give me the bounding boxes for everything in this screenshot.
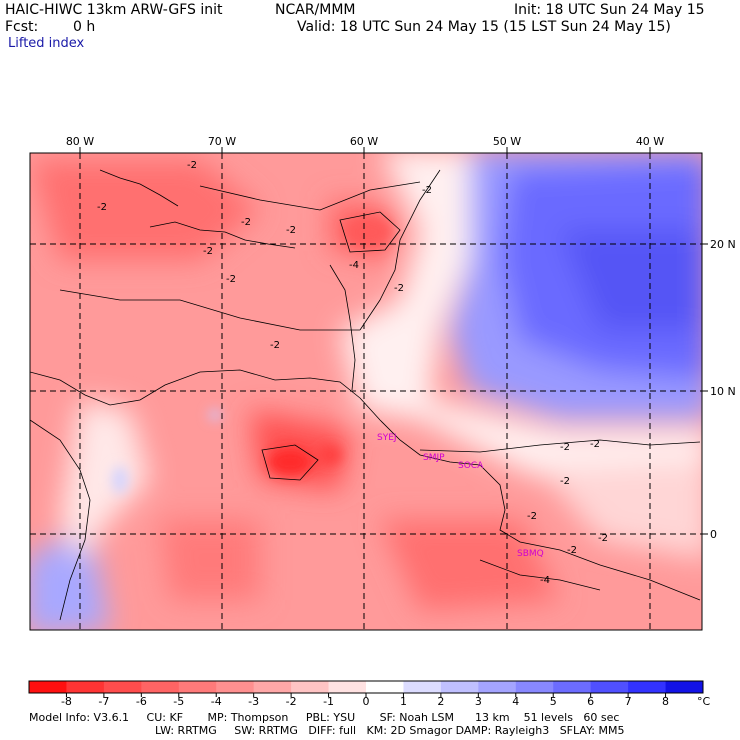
colorbar-tick-label: 0 <box>363 695 370 708</box>
colorbar-tick-label: -4 <box>211 695 222 708</box>
graticule <box>30 153 702 630</box>
colorbar-tick-label: 5 <box>550 695 557 708</box>
colorbar-swatch <box>440 681 479 693</box>
contour-label: -2 <box>97 202 107 213</box>
colorbar-swatch <box>515 681 554 693</box>
contour-labels: -2 -2 -2 -2 -2 -2 -2 -2 -2 -4 -2 -2 -2 -… <box>97 160 608 586</box>
colorbar: -8 -7 -6 -5 -4 -3 -2 -1 0 1 2 3 4 5 6 7 8 <box>28 680 704 708</box>
coastlines <box>30 169 701 621</box>
colorbar-swatch <box>328 681 367 693</box>
colorbar-swatch <box>590 681 629 693</box>
colorbar-tick-label: 8 <box>662 695 669 708</box>
contour-label: -2 <box>286 225 296 236</box>
lon-label-70w: 70 W <box>208 135 236 148</box>
colorbar-tick-label: -7 <box>98 695 109 708</box>
colorbar-swatch <box>141 681 180 693</box>
station-soca: SOCA <box>458 461 484 471</box>
field-name: Lifted index <box>8 36 85 51</box>
colorbar-swatch <box>66 681 105 693</box>
colorbar-tick-label: 2 <box>437 695 444 708</box>
colorbar-swatch <box>103 681 142 693</box>
contour-label: -2 <box>567 545 577 556</box>
colorbar-tick-label: -5 <box>173 695 184 708</box>
station-syej: SYEJ <box>377 433 397 443</box>
lat-label-20n: 20 N <box>710 238 736 251</box>
colorbar-swatch <box>553 681 592 693</box>
colorbar-swatch <box>366 681 404 693</box>
organization-label: NCAR/MMM <box>275 2 356 18</box>
colorbar-tick-label: -2 <box>286 695 297 708</box>
colorbar-swatch <box>403 681 442 693</box>
contour-label: -2 <box>560 476 570 487</box>
contour-label: -2 <box>203 246 213 257</box>
colorbar-tick-label: 1 <box>400 695 407 708</box>
colorbar-tick-label: 4 <box>512 695 519 708</box>
colorbar-tick-label: -6 <box>136 695 147 708</box>
init-time: Init: 18 UTC Sun 24 May 15 <box>514 2 705 18</box>
lon-label-80w: 80 W <box>66 135 94 148</box>
contour-label: -2 <box>241 217 251 228</box>
colorbar-tick-label: -8 <box>61 695 72 708</box>
model-info-line2: LW: RRTMG SW: RRTMG DIFF: full KM: 2D Sm… <box>155 724 625 737</box>
contour-label: -4 <box>349 260 359 271</box>
forecast-hour: 0 h <box>73 19 96 35</box>
colorbar-swatch <box>478 681 517 693</box>
contour-label: -2 <box>598 533 608 544</box>
colorbar-tick-label: -1 <box>323 695 334 708</box>
colorbar-swatch <box>178 681 217 693</box>
contour-label: -2 <box>527 511 537 522</box>
lon-label-60w: 60 W <box>350 135 378 148</box>
valid-time: Valid: 18 UTC Sun 24 May 15 (15 LST Sun … <box>297 19 671 35</box>
contour-label: -2 <box>270 340 280 351</box>
colorbar-swatch <box>291 681 330 693</box>
colorbar-swatch <box>253 681 292 693</box>
colorbar-tick-label: 7 <box>625 695 632 708</box>
shaded-field <box>30 153 702 630</box>
contour-label: -2 <box>394 283 404 294</box>
forecast-label: Fcst: <box>5 19 39 35</box>
station-labels: SYEJ SMJP SOCA SBMQ <box>377 433 544 559</box>
lat-label-10n: 10 N <box>710 385 736 398</box>
contour-label: -4 <box>540 575 550 586</box>
colorbar-swatch <box>29 681 67 693</box>
colorbar-swatch <box>628 681 667 693</box>
colorbar-tick-label: -3 <box>248 695 259 708</box>
colorbar-tick-label: 3 <box>475 695 482 708</box>
contour-label: -2 <box>590 439 600 450</box>
model-info-line1: Model Info: V3.6.1 CU: KF MP: Thompson P… <box>29 711 620 724</box>
colorbar-swatch <box>216 681 255 693</box>
station-sbmq: SBMQ <box>517 549 544 559</box>
lon-label-40w: 40 W <box>636 135 664 148</box>
contour-label: -2 <box>226 274 236 285</box>
colorbar-swatch <box>665 681 704 693</box>
colorbar-unit: °C <box>697 695 711 708</box>
contour-label: -2 <box>187 160 197 171</box>
axis-ticks <box>79 147 708 535</box>
lon-label-50w: 50 W <box>493 135 521 148</box>
contour-label: -2 <box>560 442 570 453</box>
station-smjp: SMJP <box>423 453 445 463</box>
lat-label-0: 0 <box>710 528 717 541</box>
model-title: HAIC-HIWC 13km ARW-GFS init <box>5 2 223 18</box>
contour-label: -2 <box>422 185 432 196</box>
colorbar-tick-label: 6 <box>587 695 594 708</box>
